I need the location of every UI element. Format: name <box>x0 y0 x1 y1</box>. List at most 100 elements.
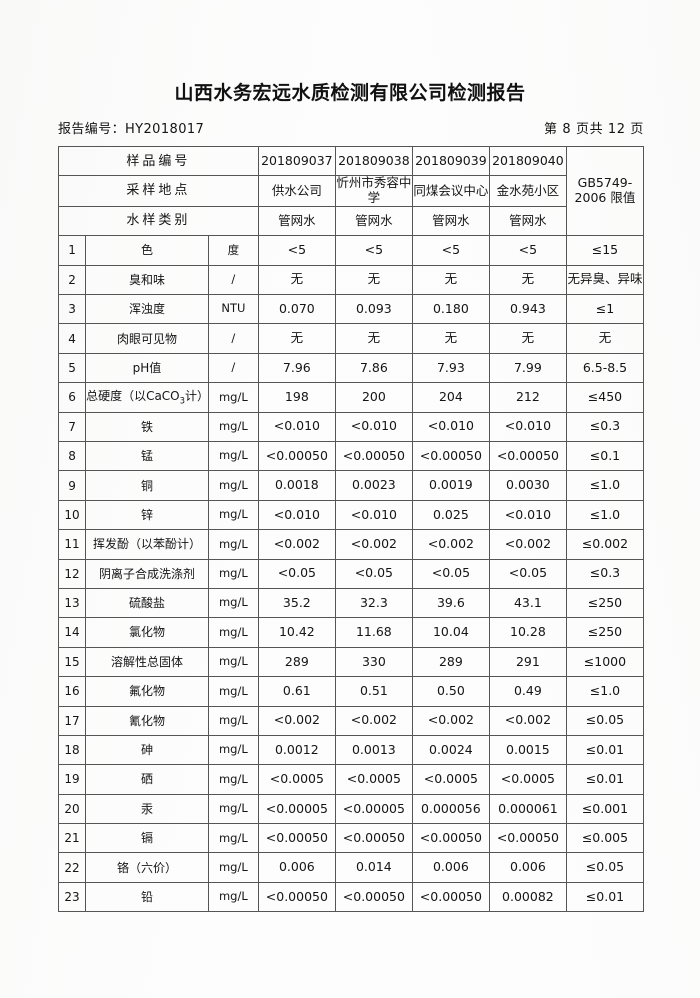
row-value-sample-3: <0.00050 <box>411 881 490 913</box>
table-row: 12 阴离子合成洗涤剂 mg/L <0.05 <0.05 <0.05 <0.05 ≤0.3 <box>57 558 645 589</box>
page-title: 山西水务宏远水质检测有限公司检测报告 <box>174 82 526 104</box>
row-value-sample-4: 0.006 <box>488 852 567 883</box>
row-parameter-name: 铅 <box>85 881 209 913</box>
row-value-sample-3: 0.0019 <box>411 470 490 501</box>
row-value-sample-4: 0.0015 <box>488 734 567 766</box>
row-value-sample-1: <0.00050 <box>257 441 336 472</box>
header-row-sampling-site: 采样地点 供水公司 忻州市秀容中学 同煤会议中心 金水苑小区 <box>58 175 644 207</box>
row-unit: / <box>207 264 259 296</box>
row-value-sample-1: 无 <box>257 264 336 296</box>
row-unit: mg/L <box>207 734 259 766</box>
row-index: 20 <box>57 793 87 825</box>
row-index: 6 <box>57 382 87 413</box>
table-row: 1 色度 <5 <5 <5 <5 ≤15 <box>57 235 645 266</box>
report-meta-row: 报告编号：HY2018017 第 8 页共 12 页 <box>58 118 644 137</box>
row-standard-limit: ≤0.05 <box>565 705 645 736</box>
table-row: 16 氟化物 mg/L 0.61 0.51 0.50 0.49 ≤1.0 <box>57 676 645 707</box>
row-parameter-name: 镉 <box>85 823 209 854</box>
row-unit: NTU <box>207 294 259 325</box>
sample-no-3: 201809039 <box>411 145 490 177</box>
row-value-sample-3: <0.00050 <box>411 441 490 472</box>
row-unit: mg/L <box>207 705 259 736</box>
table-row: 20 汞 mg/L <0.00005 <0.00005 0.000056 0.000061 ≤… <box>57 793 645 825</box>
header-row-water-type: 水样类别 管网水 管网水 管网水 管网水 <box>58 205 644 237</box>
table-row: 22 铬（六价） mg/L 0.006 0.014 0.006 0.006 ≤0.05 <box>57 852 645 883</box>
row-value-sample-2: 200 <box>334 382 413 413</box>
row-index: 7 <box>57 411 87 443</box>
row-value-sample-1: 0.0012 <box>257 734 336 766</box>
row-standard-limit: ≤250 <box>565 587 645 619</box>
page-indicator: 第 8 页共 12 页 <box>544 122 644 137</box>
row-parameter-name: 铬（六价） <box>85 852 209 883</box>
row-value-sample-3: 0.180 <box>411 294 490 325</box>
row-value-sample-3: 0.025 <box>411 499 490 531</box>
header-label-water-type: 水样类别 <box>58 205 259 237</box>
row-parameter-name: 氟化物 <box>85 676 209 707</box>
table-row: 8 锰 mg/L <0.00050 <0.00050 <0.00050 <0.00050 ≤0… <box>57 441 645 472</box>
row-value-sample-2: 7.86 <box>334 352 413 384</box>
table-row: 2 臭和味 / 无无无无无异臭、异味 <box>57 264 645 296</box>
row-index: 17 <box>57 705 87 736</box>
row-value-sample-4: <0.00050 <box>488 823 567 854</box>
row-parameter-name: 锰 <box>85 441 209 472</box>
row-index: 11 <box>57 529 87 560</box>
row-value-sample-1: <0.00005 <box>257 793 336 825</box>
row-standard-limit: ≤0.1 <box>565 441 645 472</box>
row-value-sample-1: 35.2 <box>257 587 336 619</box>
row-index: 4 <box>57 323 87 354</box>
water-type-4: 管网水 <box>488 205 567 237</box>
row-value-sample-2: 0.51 <box>334 676 413 707</box>
row-value-sample-4: 291 <box>488 646 567 678</box>
row-value-sample-3: 无 <box>411 323 490 354</box>
row-value-sample-4: 7.99 <box>488 352 567 384</box>
row-value-sample-3: <0.0005 <box>411 764 490 795</box>
row-index: 8 <box>57 441 87 472</box>
row-value-sample-3: 0.000056 <box>411 793 490 825</box>
row-value-sample-4: <0.00050 <box>488 441 567 472</box>
header-label-sampling-site: 采样地点 <box>58 175 259 207</box>
sampling-site-3: 同煤会议中心 <box>411 175 490 207</box>
row-value-sample-1: <0.010 <box>257 411 336 443</box>
row-standard-limit: ≤450 <box>565 382 645 413</box>
row-value-sample-1: <0.002 <box>257 705 336 736</box>
row-standard-limit: ≤0.3 <box>565 411 645 443</box>
row-standard-limit: ≤0.01 <box>565 881 645 913</box>
row-standard-limit: 无异臭、异味 <box>565 264 645 296</box>
table-row: 17 氰化物 mg/L <0.002 <0.002 <0.002 <0.002 ≤0.05 <box>57 705 645 736</box>
row-value-sample-1: 10.42 <box>257 617 336 648</box>
sample-no-1: 201809037 <box>257 145 336 177</box>
row-unit: / <box>207 323 259 354</box>
water-type-1: 管网水 <box>257 205 336 237</box>
row-value-sample-4: 43.1 <box>488 587 567 619</box>
header-row-sample-no: 样品编号 201809037 201809038 201809039 20180… <box>58 145 645 237</box>
row-index: 15 <box>57 646 87 678</box>
row-value-sample-3: 0.50 <box>411 676 490 707</box>
row-value-sample-3: <0.05 <box>411 558 490 589</box>
row-value-sample-2: 32.3 <box>334 587 413 619</box>
row-standard-limit: ≤0.05 <box>565 852 645 883</box>
row-parameter-name: 阴离子合成洗涤剂 <box>85 558 209 589</box>
row-value-sample-4: <0.010 <box>488 499 567 531</box>
sampling-site-1: 供水公司 <box>257 175 336 207</box>
row-value-sample-2: 无 <box>334 323 413 354</box>
table-row: 4 肉眼可见物 / 无无无无无 <box>57 323 645 354</box>
row-unit: mg/L <box>207 881 259 913</box>
row-value-sample-1: <0.0005 <box>257 764 336 795</box>
sample-no-4: 201809040 <box>488 145 567 177</box>
row-parameter-name: 硫酸盐 <box>85 587 209 619</box>
standard-column-header: GB5749- 2006 限值 <box>565 145 645 237</box>
row-standard-limit: 6.5-8.5 <box>565 352 645 384</box>
row-value-sample-1: 198 <box>257 382 336 413</box>
row-value-sample-3: <0.002 <box>411 705 490 736</box>
row-standard-limit: ≤0.001 <box>565 793 645 825</box>
row-unit: mg/L <box>207 676 259 707</box>
row-parameter-name: 挥发酚（以苯酚计） <box>85 529 209 560</box>
row-index: 21 <box>57 823 87 854</box>
row-standard-limit: ≤1.0 <box>565 470 645 501</box>
water-type-3: 管网水 <box>411 205 490 237</box>
row-parameter-name: 肉眼可见物 <box>85 323 209 354</box>
row-parameter-name: 铜 <box>85 470 209 501</box>
row-unit: mg/L <box>207 441 259 472</box>
row-standard-limit: ≤1.0 <box>565 676 645 707</box>
row-value-sample-2: <0.00005 <box>334 793 413 825</box>
